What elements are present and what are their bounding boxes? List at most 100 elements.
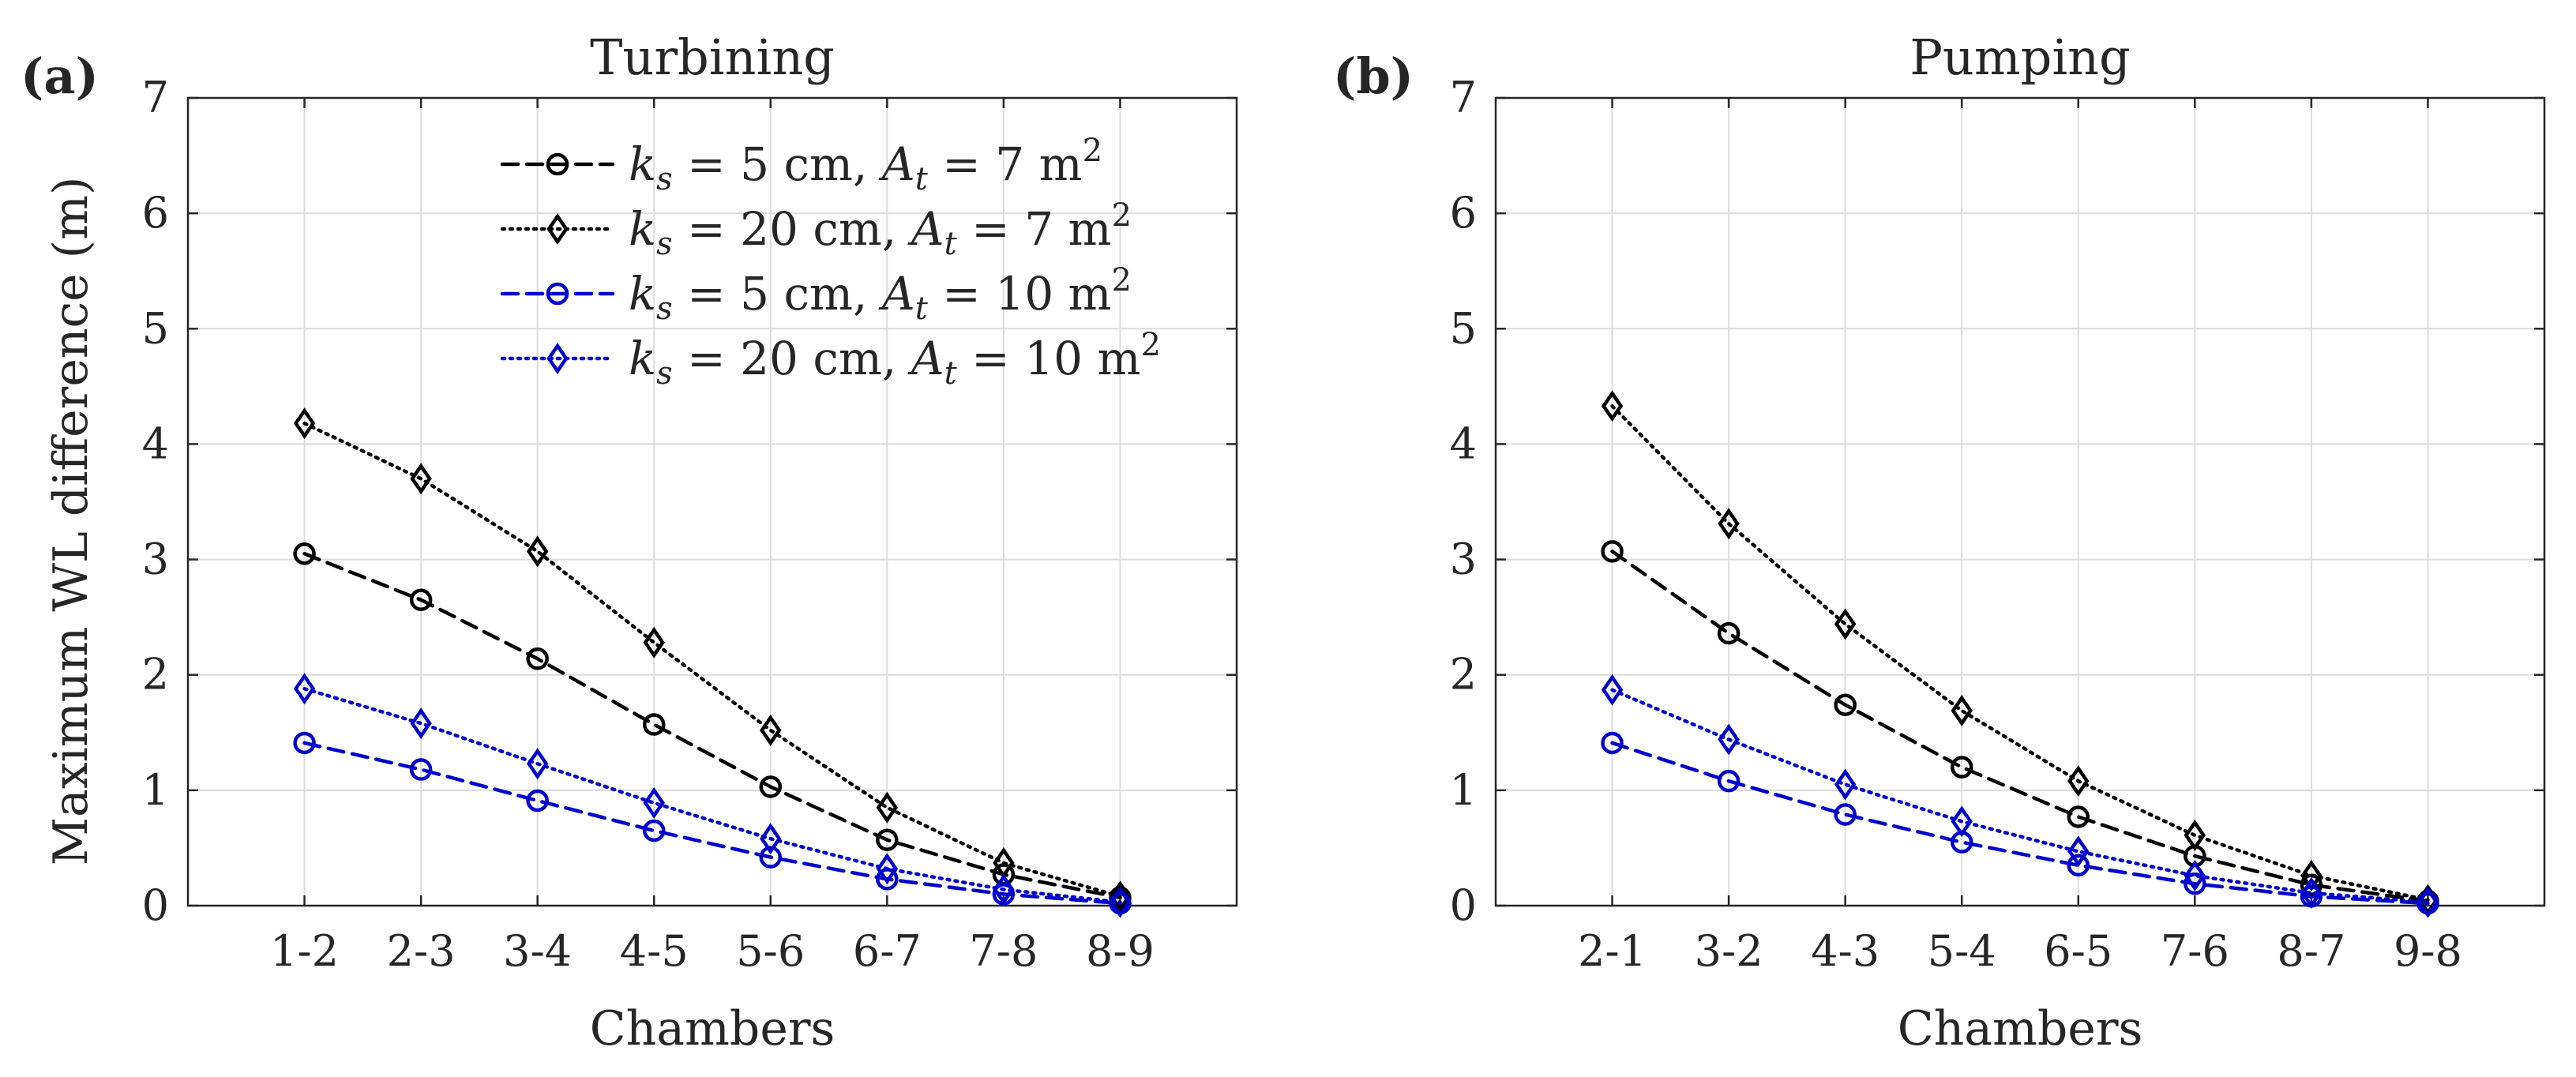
legend-symbol: k [629,332,656,385]
data-point [643,786,665,819]
data-point [410,463,432,495]
series-line [1610,741,2430,906]
legend-item: ks = 20 cm, At = 7 m2 [500,197,1132,262]
y-tick-label: 6 [1450,188,1477,238]
legend-text: = 10 m [928,267,1112,321]
data-point [293,673,316,705]
data-point [2184,819,2206,851]
legend-label: ks = 20 cm, At = 10 m2 [629,327,1161,392]
x-tick-label: 4-3 [1811,926,1879,976]
x-axis-label: Chambers [1898,1001,2143,1056]
data-point [293,731,316,755]
data-point [409,588,433,611]
x-tick-label: 7-8 [969,926,1038,976]
data-point [526,647,549,670]
legend-marker [546,282,569,306]
panel-b: 0 1 2 3 4 5 6 7 2-1 3-2 4-3 5-4 6-5 7-6 8-7 9-8 Pumping C… [1333,28,2546,1056]
legend-symbol: k [629,267,656,321]
data-point [1951,805,1973,838]
legend-subscript: s [656,355,673,392]
y-tick-label: 5 [142,303,169,353]
series-1 [293,542,1132,910]
legend-superscript: 2 [1083,133,1102,169]
plot-area [1496,98,2544,906]
legend-item: ks = 20 cm, At = 10 m2 [500,327,1161,392]
data-point [876,853,899,885]
legend-superscript: 2 [1112,197,1132,234]
series-line [302,687,1122,904]
x-tick-label: 2-1 [1578,926,1647,976]
data-point [526,535,549,568]
data-point [1834,608,1857,640]
data-point [1834,803,1857,826]
series-line [1610,550,2430,903]
x-tick-label: 3-4 [503,926,572,976]
legend-text: = 10 m [957,332,1141,385]
legend-label: ks = 5 cm, At = 10 m2 [629,262,1132,327]
series-line [1610,688,2430,904]
data-point [2067,805,2090,828]
data-point [1601,674,1624,706]
series-4 [293,673,1132,918]
legend-symbol: A [878,267,915,321]
data-point [2067,854,2090,877]
legend-text: = 20 cm, [673,332,911,385]
y-tick-label: 5 [1450,303,1477,353]
chart-title: Turbining [590,28,835,86]
data-point [1834,693,1857,716]
data-point [643,626,665,659]
data-point [759,846,783,869]
x-tick-label: 2-3 [387,926,456,976]
y-tick-label: 3 [142,535,169,584]
data-point [876,828,899,851]
data-point [1109,880,1132,913]
y-tick-label: 0 [142,880,169,930]
data-point [410,707,432,740]
legend-subscript: t [944,226,958,262]
x-tick-label: 6-5 [2044,926,2112,976]
y-tick-label: 0 [1450,880,1477,930]
x-tick-label: 5-4 [1928,926,1996,976]
data-point [760,823,782,855]
series-line [302,741,1122,906]
y-tick-label: 4 [142,418,169,468]
legend-symbol: A [907,202,944,256]
legend-superscript: 2 [1112,262,1132,298]
data-point [1601,390,1624,422]
y-axis-label: Maximum WL difference (m) [43,177,99,866]
legend-text: = 20 cm, [673,202,911,256]
legend-subscript: s [656,291,673,327]
data-point [2300,876,2323,909]
y-tick-label: 2 [1450,650,1477,700]
x-tick-label: 5-6 [736,926,805,976]
series-line [1610,403,2430,902]
x-axis-label: Chambers [590,1001,836,1056]
legend-item: ks = 5 cm, At = 10 m2 [500,262,1132,327]
data-point [759,775,783,798]
data-point [1834,768,1857,801]
x-tick-label: 8-9 [1086,926,1155,976]
y-tick-label: 7 [142,73,169,122]
legend-text: = 7 m [928,137,1083,191]
legend-item: ks = 5 cm, At = 7 m2 [500,133,1102,197]
panel-label: (a) [21,47,99,105]
data-point [1717,769,1740,793]
data-point [876,791,899,824]
series-line [302,552,1122,900]
data-point [2416,886,2439,918]
y-tick-label: 1 [142,765,169,815]
legend-subscript: s [656,226,673,262]
data-point [2067,835,2090,868]
data-point [1717,621,1740,645]
data-point [526,789,549,812]
plot-area [188,98,1237,906]
panel-a: 0 1 2 3 4 5 6 7 1-2 2-3 3-4 4-5 5-6 6-7 7-8 8-9 Turbinin… [21,28,1238,1056]
data-point [2184,860,2206,891]
data-point [1109,886,1132,918]
y-tick-label: 2 [142,650,169,700]
legend-symbol: A [878,137,915,191]
y-tick-label: 3 [1450,535,1477,584]
legend-subscript: t [915,291,929,327]
legend-symbol: A [907,332,944,385]
legend-label: ks = 5 cm, At = 7 m2 [629,133,1102,197]
